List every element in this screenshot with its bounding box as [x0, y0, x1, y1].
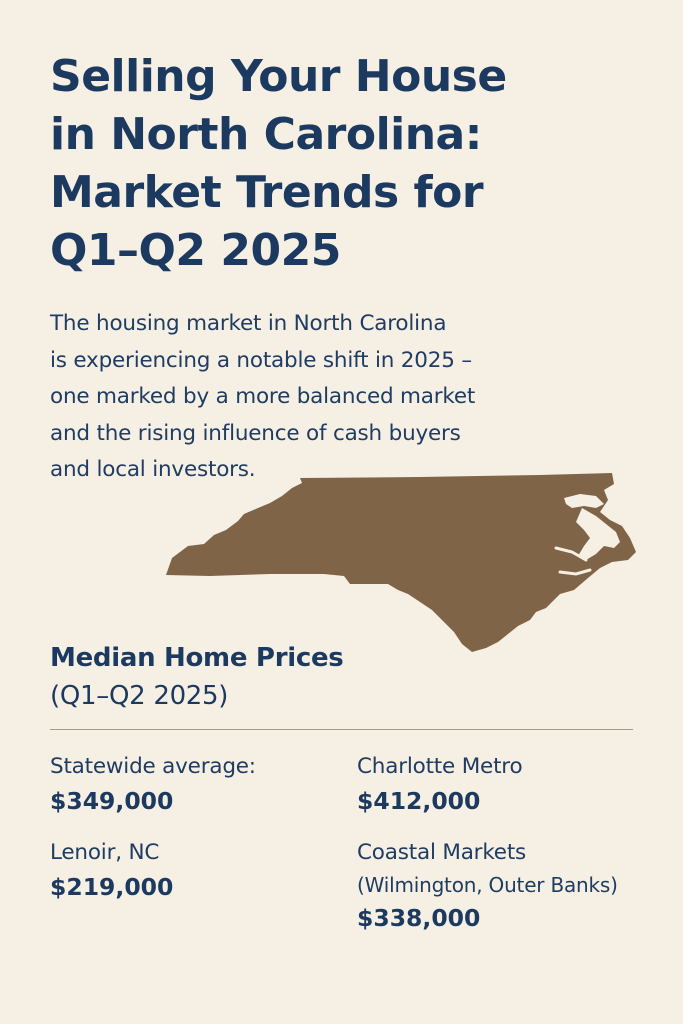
pamlico-sound — [576, 508, 620, 560]
divider — [50, 729, 633, 730]
coastal-sublabel: (Wilmington, Outer Banks) — [357, 873, 618, 897]
river-inlet — [554, 546, 588, 562]
intro-paragraph: The housing market in North Carolina is … — [50, 311, 476, 482]
river-inlet-2 — [558, 568, 592, 576]
charlotte-value: $412,000 — [357, 787, 481, 815]
north-carolina-shape — [166, 473, 636, 652]
charlotte-label: Charlotte Metro — [357, 754, 523, 779]
statewide-label: Statewide average: — [50, 754, 256, 779]
section-title: Median Home Prices — [50, 643, 344, 673]
coastal-value: $338,000 — [357, 904, 481, 932]
lenoir-value: $219,000 — [50, 873, 174, 901]
coastal-label: Coastal Markets — [357, 840, 527, 865]
albemarle-sound — [564, 494, 604, 508]
page-title: Selling Your House in North Carolina: Ma… — [50, 51, 507, 276]
section-subtitle: (Q1–Q2 2025) — [50, 681, 229, 711]
statewide-value: $349,000 — [50, 787, 174, 815]
lenoir-label: Lenoir, NC — [50, 840, 160, 865]
